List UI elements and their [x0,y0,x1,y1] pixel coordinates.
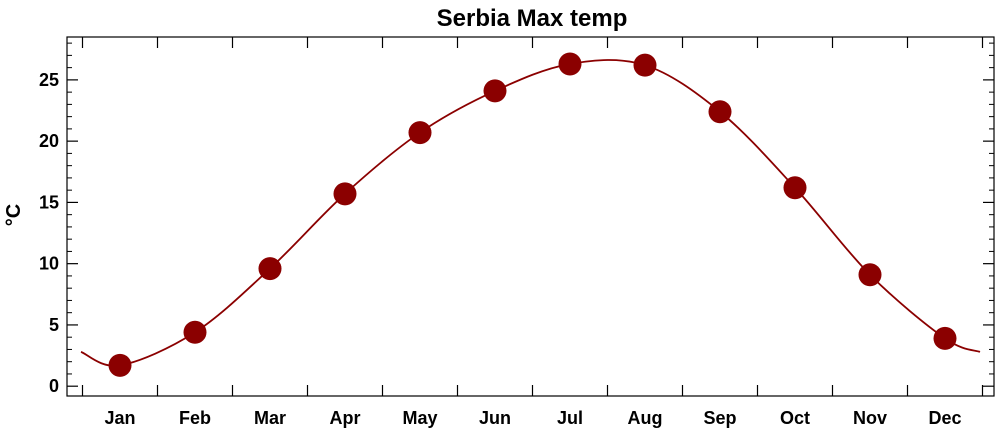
x-tick-label: Sep [703,408,736,428]
y-tick-label: 25 [39,70,59,90]
data-point [183,320,207,344]
data-point [858,263,882,287]
x-tick-label: Oct [780,408,810,428]
data-point [558,52,582,76]
x-tick-label: Jul [557,408,583,428]
x-tick-label: Dec [928,408,961,428]
x-tick-label: Apr [330,408,361,428]
y-tick-label: 20 [39,131,59,151]
plot-frame [66,36,995,397]
plot-area: 0 5 10 15 20 25 Jan Feb Mar Apr May Jun Jul Aug Sep Oct… [39,36,995,428]
data-point [633,53,657,77]
data-point [108,353,132,377]
data-point [933,326,957,350]
x-tick-label: Jan [104,408,135,428]
x-tick-label: Aug [628,408,663,428]
data-point [483,79,507,103]
x-tick-label: Nov [853,408,887,428]
x-tick-label: Jun [479,408,511,428]
data-point [258,257,282,281]
y-tick-label: 15 [39,192,59,212]
x-tick-label: Feb [179,408,211,428]
y-tick-label: 10 [39,254,59,274]
x-tick-label: Mar [254,408,286,428]
chart-title: Serbia Max temp [437,5,628,32]
x-tick-label: May [402,408,437,428]
y-axis-label: °C [3,204,25,226]
data-point [708,100,732,124]
data-point [333,182,357,206]
data-point [783,176,807,200]
data-point [408,121,432,145]
y-tick-label: 0 [49,376,59,396]
series-line [80,59,981,367]
y-tick-label: 5 [49,315,59,335]
